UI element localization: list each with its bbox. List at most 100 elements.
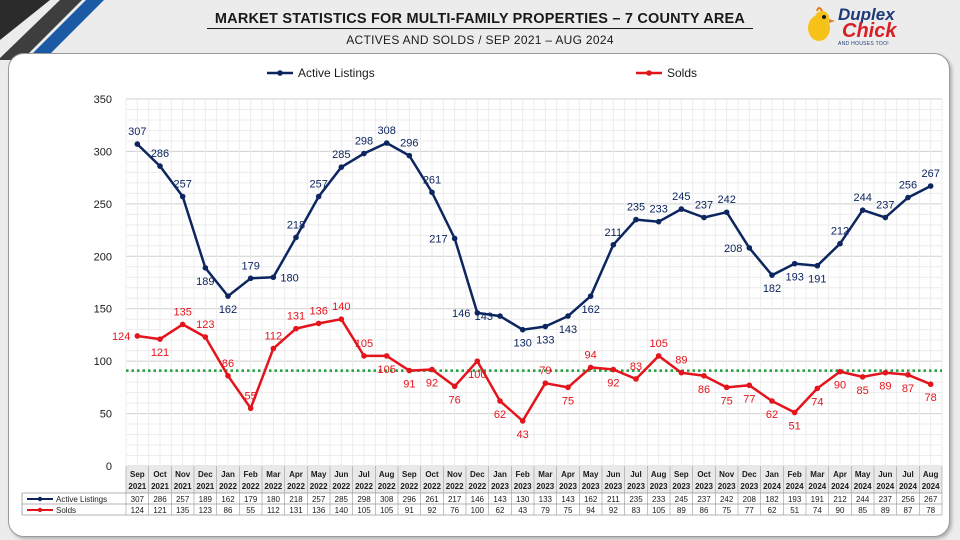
active-listings-data-label: 285 [332, 149, 350, 161]
solds-table-value: 135 [176, 506, 190, 515]
solds-point [134, 333, 141, 339]
active-listings-table-value: 180 [267, 495, 281, 504]
chart-title: MARKET STATISTICS FOR MULTI-FAMILY PROPE… [150, 11, 810, 29]
table-active-label: Active Listings [56, 495, 107, 504]
solds-table-value: 121 [153, 506, 167, 515]
active-listings-table-value: 237 [879, 495, 893, 504]
solds-line [137, 317, 932, 423]
legend-active-marker [277, 70, 283, 76]
x-tick-month: Sep [130, 470, 145, 479]
active-listings-table-value: 130 [516, 495, 530, 504]
active-listings-point [746, 245, 753, 251]
active-listings-table-value: 261 [425, 495, 439, 504]
x-tick-year: 2023 [718, 482, 736, 491]
active-listings-point [134, 141, 141, 147]
solds-point [610, 366, 617, 373]
solds-point [293, 325, 299, 332]
solds-data-label: 74 [811, 396, 823, 408]
active-listings-table-value: 218 [289, 495, 303, 504]
solds-table-value: 83 [632, 506, 641, 515]
solds-data-label: 100 [468, 369, 486, 381]
solds-table-value: 112 [267, 506, 280, 515]
solds-point [791, 409, 798, 416]
x-tick-year: 2023 [491, 482, 509, 491]
x-tick-year: 2022 [287, 482, 305, 491]
solds-data-label: 78 [925, 392, 937, 404]
x-tick-year: 2023 [559, 482, 577, 491]
active-listings-table-value: 235 [629, 495, 643, 504]
x-tick-year: 2022 [310, 482, 328, 491]
solds-point [565, 384, 571, 391]
y-tick-label: 200 [94, 251, 112, 263]
active-listings-data-label: 143 [559, 324, 577, 336]
x-tick-month: Dec [470, 470, 485, 479]
active-listings-table-value: 285 [335, 495, 349, 504]
solds-point [225, 373, 231, 379]
active-listings-table-value: 308 [380, 495, 394, 504]
active-listings-point [338, 164, 345, 170]
active-listings-table-value: 257 [176, 495, 190, 504]
active-listings-table-value: 193 [788, 495, 802, 504]
solds-data-label: 86 [222, 358, 234, 370]
solds-table-value: 55 [246, 506, 255, 515]
solds-point [927, 381, 934, 388]
solds-point [746, 382, 753, 389]
solds-point [655, 353, 662, 359]
solds-table-value: 90 [836, 506, 845, 515]
solds-data-label: 105 [649, 338, 667, 350]
solds-table-value: 75 [722, 506, 731, 515]
solds-table-value: 85 [858, 506, 867, 515]
solds-point [383, 353, 390, 359]
solds-data-label: 89 [675, 355, 687, 367]
x-tick-year: 2024 [922, 482, 940, 491]
solds-point [406, 367, 413, 374]
active-listings-point [179, 193, 186, 200]
x-tick-month: Feb [516, 470, 530, 479]
x-tick-month: May [855, 470, 871, 479]
active-listings-point [474, 310, 481, 316]
active-listings-point [247, 275, 254, 282]
active-listings-table-value: 162 [221, 495, 235, 504]
active-listings-table-value: 244 [856, 495, 870, 504]
solds-data-label: 135 [173, 306, 191, 318]
active-listings-point [497, 313, 503, 319]
chart-subtitle: ACTIVES AND SOLDS / SEP 2021 – AUG 2024 [346, 33, 614, 47]
solds-point [338, 316, 345, 323]
solds-point [814, 385, 821, 392]
active-listings-table-value: 143 [493, 495, 507, 504]
active-listings-point [814, 262, 821, 269]
solds-table-value: 62 [496, 506, 505, 515]
active-listings-data-label: 308 [377, 125, 395, 137]
active-listings-point [610, 241, 617, 248]
x-tick-month: May [311, 470, 327, 479]
active-listings-data-label: 257 [309, 179, 327, 191]
x-tick-month: May [583, 470, 599, 479]
solds-point [769, 398, 775, 404]
solds-table-value: 78 [926, 506, 935, 515]
x-tick-year: 2022 [446, 482, 464, 491]
solds-table-value: 100 [471, 506, 485, 515]
solds-point [247, 405, 254, 412]
solds-point [202, 334, 209, 340]
x-tick-month: Jun [606, 470, 620, 479]
x-tick-year: 2024 [854, 482, 872, 491]
active-listings-table-value: 162 [584, 495, 598, 504]
active-listings-table-value: 298 [357, 495, 371, 504]
x-tick-month: Jul [358, 470, 370, 479]
solds-table-value: 76 [450, 506, 459, 515]
x-tick-year: 2024 [763, 482, 781, 491]
x-tick-month: Dec [742, 470, 757, 479]
solds-table-value: 86 [224, 506, 233, 515]
y-tick-label: 0 [106, 461, 112, 473]
active-listings-table-value: 146 [471, 495, 485, 504]
active-listings-point [202, 265, 209, 271]
solds-data-label: 92 [426, 378, 438, 390]
active-listings-table-value: 267 [924, 495, 938, 504]
solds-point [723, 384, 730, 391]
x-tick-year: 2021 [174, 482, 192, 491]
x-tick-month: Oct [697, 470, 711, 479]
active-listings-point [270, 274, 277, 281]
x-tick-month: Sep [674, 470, 689, 479]
active-listings-table-value: 133 [539, 495, 553, 504]
